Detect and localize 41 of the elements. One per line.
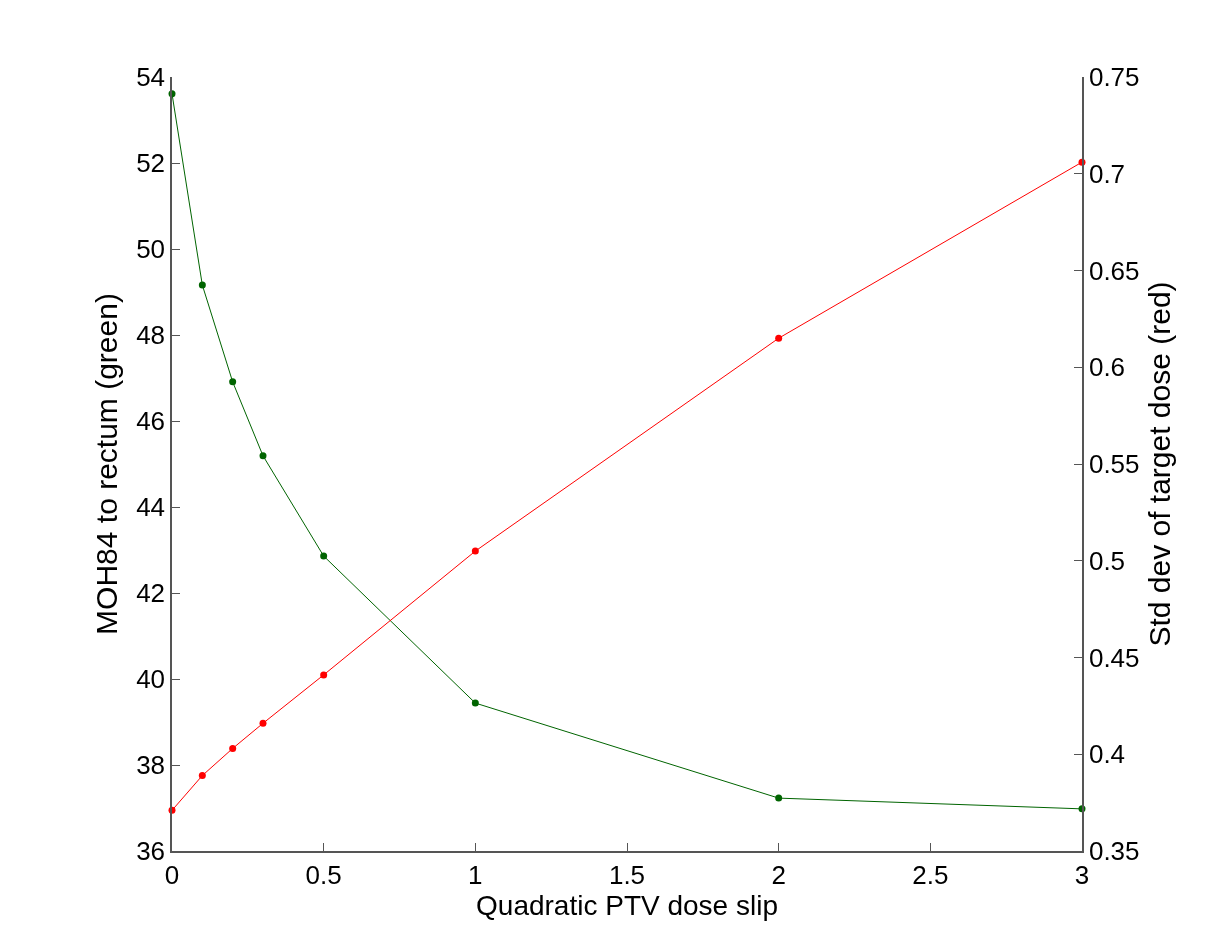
y-tick-label: 36 <box>136 836 166 867</box>
y2-tick-label: 0.55 <box>1088 449 1140 480</box>
x-tick-label: 0 <box>164 859 180 890</box>
point <box>775 334 783 342</box>
y2-tick-label: 0.6 <box>1088 352 1126 383</box>
y-axis-title: MOH84 to rectum (green) <box>89 293 123 635</box>
y2-axis-title: Std dev of target dose (red) <box>1142 281 1176 647</box>
point <box>259 719 267 727</box>
x-tick-label: 1.5 <box>608 859 646 890</box>
y-tick-label: 50 <box>136 234 166 265</box>
y-tick-label: 48 <box>136 320 166 351</box>
y2-tick-label: 0.45 <box>1088 642 1140 673</box>
y2-tick-label: 0.4 <box>1088 739 1126 770</box>
y-tick-label: 46 <box>136 406 166 437</box>
y2-tick-label: 0.7 <box>1088 158 1126 189</box>
y-tick-label: 40 <box>136 664 166 695</box>
x-tick-label: 2.5 <box>912 859 949 890</box>
point <box>320 671 328 679</box>
point <box>198 281 206 289</box>
point <box>471 547 479 555</box>
y-tick-label: 52 <box>136 148 166 179</box>
y-tick-label: 42 <box>136 578 166 609</box>
point <box>471 699 479 707</box>
point <box>198 772 206 780</box>
x-tick-label: 3 <box>1074 859 1090 890</box>
x-tick-label: 2 <box>771 859 786 890</box>
x-tick-label: 1 <box>468 859 483 890</box>
y-tick-label: 38 <box>136 750 166 781</box>
y-tick-label: 44 <box>136 492 166 523</box>
point <box>229 744 237 752</box>
x-axis-title: Quadratic PTV dose slip <box>476 889 778 921</box>
y2-tick-label: 0.75 <box>1088 62 1140 93</box>
point <box>775 794 783 802</box>
point <box>320 552 328 560</box>
point <box>229 378 237 386</box>
y-tick-label: 54 <box>136 62 166 93</box>
x-tick-label: 0.5 <box>305 859 342 890</box>
y2-tick-label: 0.35 <box>1088 836 1140 867</box>
point <box>259 452 267 460</box>
y2-tick-label: 0.5 <box>1088 545 1126 576</box>
y2-tick-label: 0.65 <box>1088 255 1140 286</box>
